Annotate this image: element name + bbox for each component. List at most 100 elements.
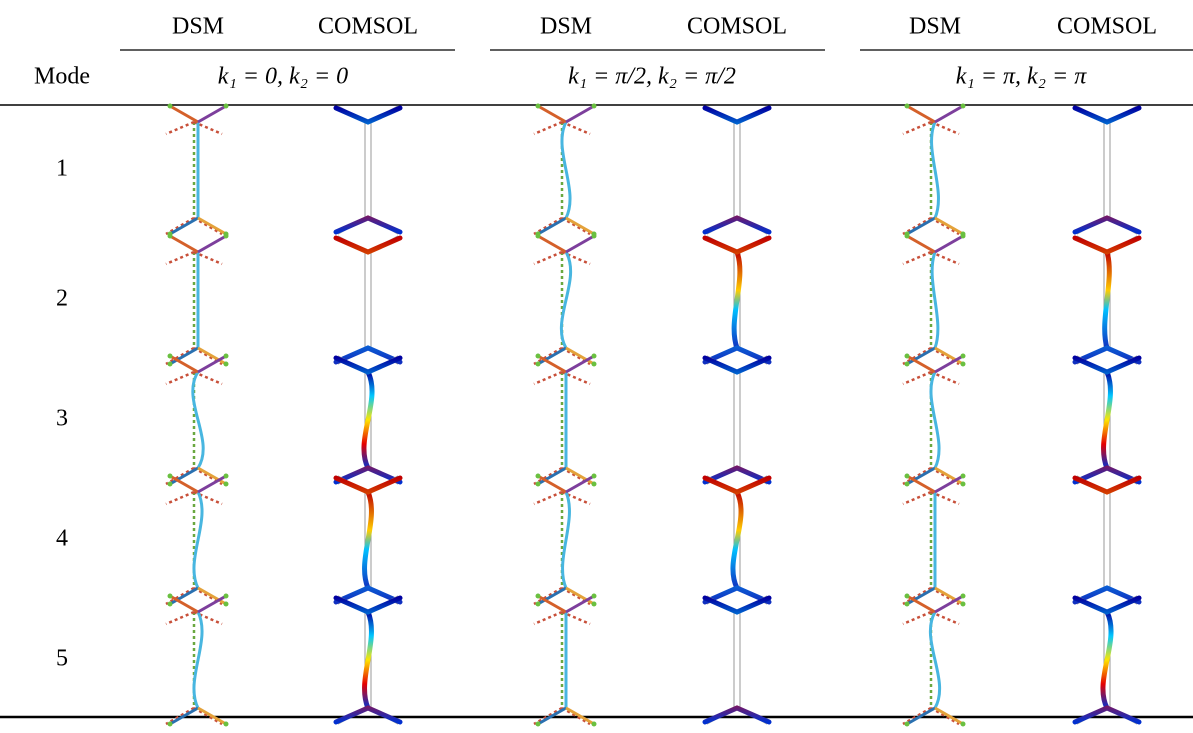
- arm: [934, 234, 964, 254]
- node: [167, 353, 173, 359]
- arm: [537, 216, 567, 236]
- node: [167, 473, 173, 479]
- beam: [560, 121, 572, 219]
- mode-number: 3: [56, 406, 68, 432]
- node: [960, 103, 966, 109]
- arm: [565, 706, 595, 726]
- arm: [197, 466, 227, 486]
- node: [904, 353, 910, 359]
- column-header: COMSOL: [318, 14, 418, 40]
- deformed-arms: [702, 355, 772, 485]
- node: [591, 593, 597, 599]
- node: [223, 233, 229, 239]
- arm: [906, 706, 936, 726]
- node: [223, 601, 229, 607]
- node: [904, 481, 910, 487]
- arm: [565, 594, 595, 614]
- deformed-arms: [1072, 595, 1142, 725]
- deformed-beam: [1102, 251, 1112, 349]
- arm: [537, 234, 567, 254]
- comsol-figure: [333, 235, 403, 365]
- arm: [537, 104, 567, 124]
- deformed-arms: [702, 595, 772, 725]
- deformed-beam: [1100, 610, 1114, 710]
- dsm-figure: [165, 593, 229, 727]
- dsm-figure: [533, 353, 597, 487]
- arm: [169, 234, 199, 254]
- arm: [565, 354, 595, 374]
- comsol-figure: [333, 105, 403, 235]
- deformed-beam: [362, 491, 374, 589]
- arm: [565, 216, 595, 236]
- node: [960, 601, 966, 607]
- node: [167, 361, 173, 367]
- dsm-figure: [533, 473, 597, 607]
- dsm-figure: [533, 593, 597, 727]
- beam: [929, 371, 941, 469]
- node: [167, 721, 173, 727]
- arm: [537, 594, 567, 614]
- comsol-figure: [1072, 105, 1142, 235]
- node: [223, 721, 229, 727]
- comsol-figure: [1072, 595, 1142, 725]
- node: [535, 721, 541, 727]
- node: [591, 233, 597, 239]
- arm: [197, 586, 227, 606]
- node: [960, 233, 966, 239]
- comsol-figure: [702, 355, 772, 485]
- node: [167, 593, 173, 599]
- beam: [191, 371, 205, 469]
- deformed-arms: [702, 475, 772, 605]
- arm: [169, 474, 199, 494]
- beam: [192, 611, 204, 709]
- dsm-figure: [902, 473, 966, 607]
- node: [960, 481, 966, 487]
- deformed-beam: [730, 490, 744, 590]
- node: [904, 601, 910, 607]
- mode-header: Mode: [34, 64, 90, 90]
- arm: [934, 586, 964, 606]
- node: [535, 593, 541, 599]
- arm: [197, 346, 227, 366]
- arm: [934, 594, 964, 614]
- comsol-figure: [702, 235, 772, 365]
- arm: [169, 594, 199, 614]
- deformed-arms: [1072, 105, 1142, 235]
- node: [904, 721, 910, 727]
- deformed-arms: [702, 105, 772, 235]
- arm: [906, 474, 936, 494]
- arm: [537, 586, 567, 606]
- dsm-figure: [902, 103, 966, 237]
- arm: [906, 234, 936, 254]
- node: [223, 103, 229, 109]
- dsm-figure: [902, 353, 966, 487]
- arm: [197, 216, 227, 236]
- arm: [934, 346, 964, 366]
- arm: [906, 104, 936, 124]
- arm: [169, 706, 199, 726]
- arm: [934, 354, 964, 374]
- node: [167, 233, 173, 239]
- node: [535, 481, 541, 487]
- arm: [565, 346, 595, 366]
- comsol-figure: [1072, 475, 1142, 605]
- arm: [197, 354, 227, 374]
- dsm-figure: [165, 233, 229, 367]
- deformed-arms: [333, 595, 403, 725]
- column-header: DSM: [540, 14, 592, 40]
- deformed-arms: [1072, 475, 1142, 605]
- column-header: DSM: [909, 14, 961, 40]
- node: [591, 361, 597, 367]
- comsol-figure: [702, 595, 772, 725]
- deformed-beam: [1101, 371, 1113, 469]
- arm: [197, 104, 227, 124]
- arm: [934, 104, 964, 124]
- arm: [934, 706, 964, 726]
- node: [535, 103, 541, 109]
- node: [535, 473, 541, 479]
- arm: [934, 216, 964, 236]
- arm: [906, 346, 936, 366]
- node: [591, 353, 597, 359]
- column-header: DSM: [172, 14, 224, 40]
